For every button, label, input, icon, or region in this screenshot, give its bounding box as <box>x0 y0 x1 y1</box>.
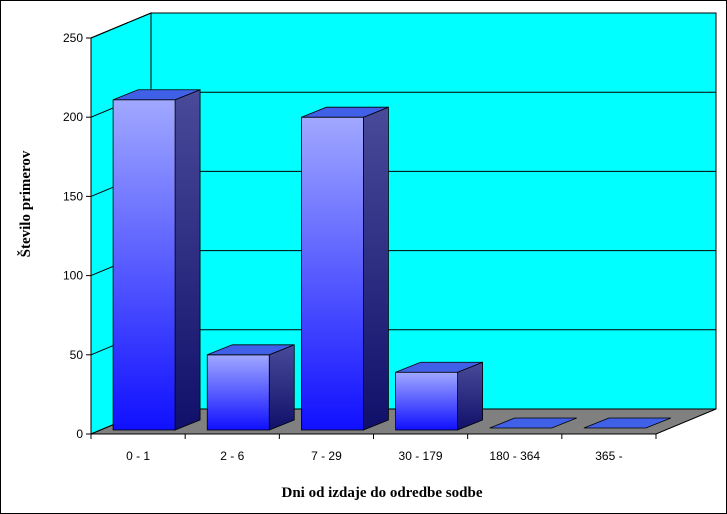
bar-top <box>207 344 295 356</box>
x-axis-title: Dni od izdaje do odredbe sodbe <box>281 485 482 501</box>
y-axis-title: Število primerov <box>17 150 34 257</box>
x-tick-label: 365 - <box>595 449 622 463</box>
bar-front <box>301 116 364 431</box>
tick-labels: 0 50 100 150 200 250 0 - 1 2 - 6 7 - 29 30 - 179 1… <box>63 31 623 463</box>
bar-side <box>363 106 389 431</box>
bar-front <box>206 354 270 431</box>
y-tick-label: 200 <box>63 110 83 124</box>
x-tick-label: 2 - 6 <box>220 449 244 463</box>
bar <box>489 417 577 429</box>
bar <box>395 361 483 431</box>
axes <box>86 37 657 439</box>
y-tick-label: 0 <box>76 427 83 441</box>
bar <box>583 417 672 429</box>
bar-front <box>395 371 458 431</box>
bar-front <box>112 99 176 431</box>
bar <box>206 344 295 431</box>
gridline <box>90 12 716 39</box>
bar-top <box>301 106 389 118</box>
x-tick-label: 30 - 179 <box>399 449 443 463</box>
x-tick-label: 180 - 364 <box>489 449 540 463</box>
bar <box>112 89 201 431</box>
x-tick-label: 0 - 1 <box>126 449 150 463</box>
bar-top <box>583 417 672 429</box>
back-wall <box>150 12 717 410</box>
bars <box>112 89 672 431</box>
y-tick-label: 150 <box>63 189 83 203</box>
bar-top <box>489 417 577 429</box>
x-tick-label: 7 - 29 <box>311 449 342 463</box>
y-tick-label: 250 <box>63 31 83 45</box>
bar <box>301 106 389 431</box>
y-tick-label: 100 <box>63 269 83 283</box>
bar-side <box>268 344 295 431</box>
bar-side <box>174 89 201 431</box>
y-tick-label: 50 <box>70 348 84 362</box>
bar-top <box>112 89 201 101</box>
bar-top <box>395 361 483 373</box>
bar-side <box>457 361 483 431</box>
